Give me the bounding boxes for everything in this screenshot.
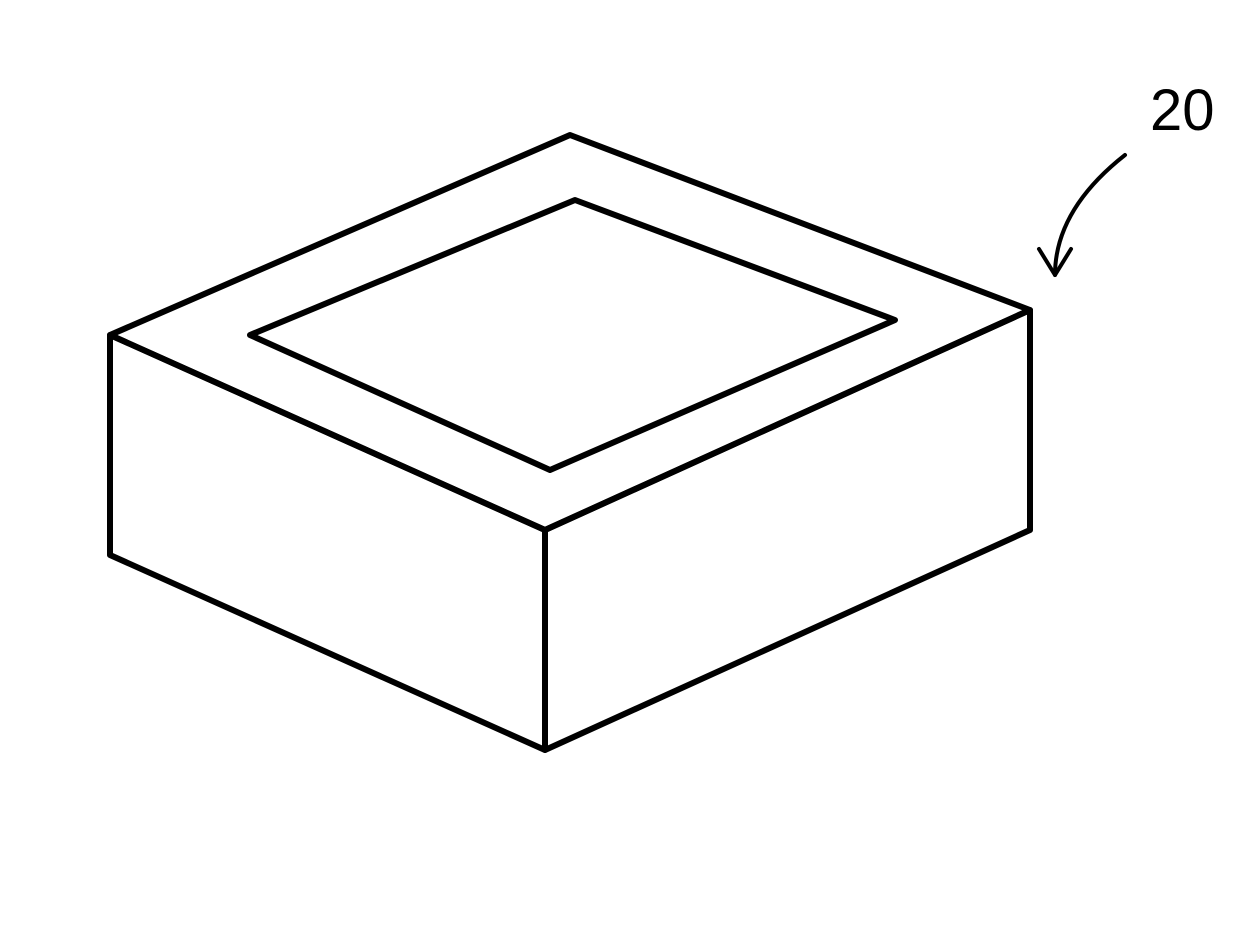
box-figure [110,135,1030,750]
box-left-face [110,335,545,750]
box-top-inner [250,200,895,470]
part-label-20: 20 [1150,78,1215,143]
box-right-face [545,310,1030,750]
box-top-outer [110,135,1030,530]
